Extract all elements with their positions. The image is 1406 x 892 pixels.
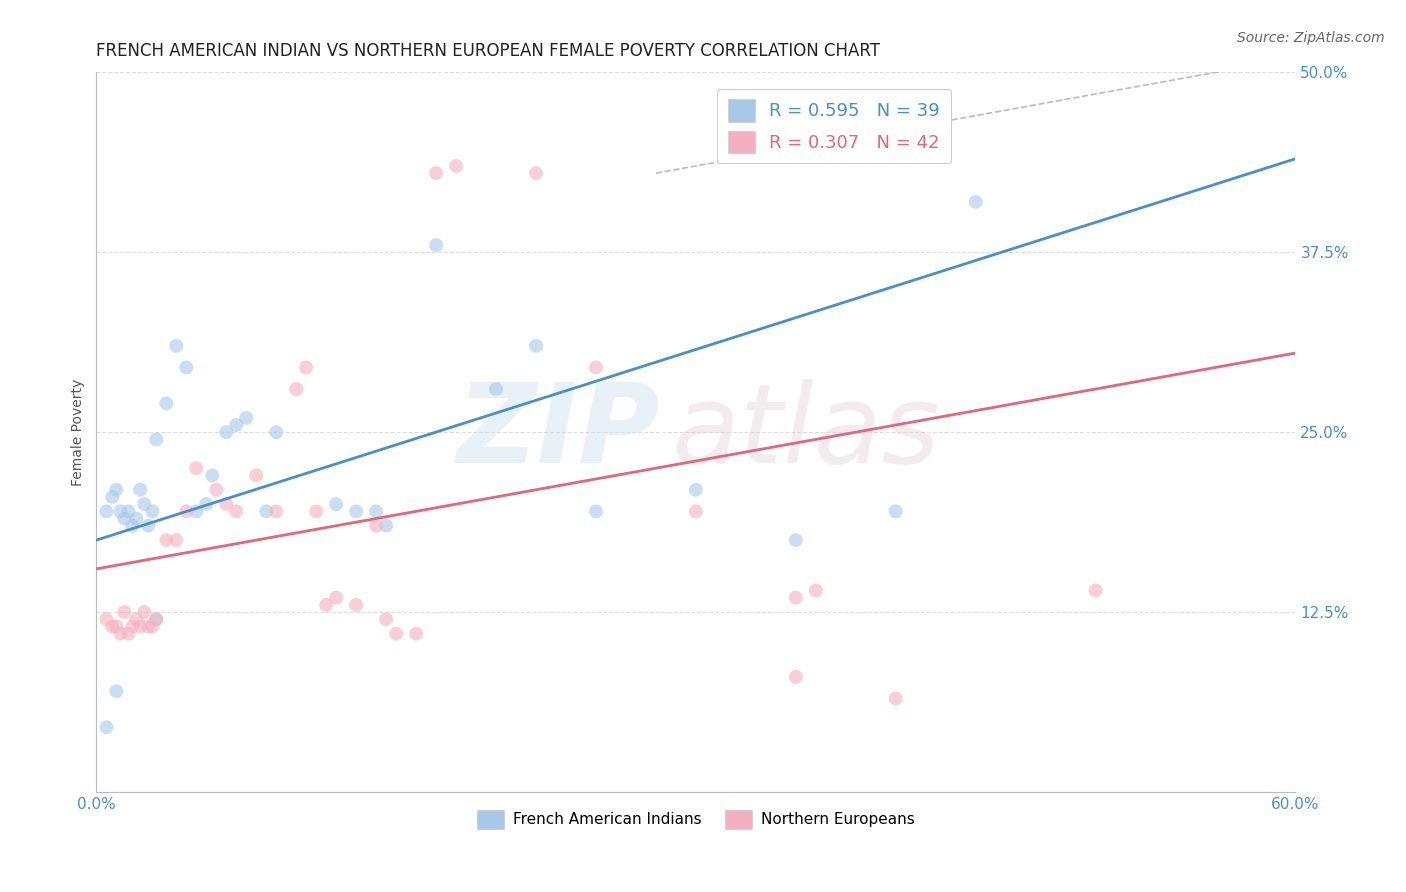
Point [117,626,139,640]
Point [215,425,238,440]
Point [366,504,388,518]
Point [344,504,367,518]
Point [425,166,447,180]
Point [165,533,187,548]
Point [186,461,208,475]
Point [117,504,139,518]
Point [145,612,167,626]
Point [585,360,607,375]
Point [264,425,287,440]
Point [585,504,607,518]
Point [425,238,447,252]
Point [174,504,197,518]
Point [785,670,807,684]
Y-axis label: Female Poverty: Female Poverty [72,378,86,486]
Point [524,339,547,353]
Point [785,533,807,548]
Point [125,612,148,626]
Point [201,468,224,483]
Point [444,159,467,173]
Point [315,598,337,612]
Point [225,504,247,518]
Point [141,504,163,518]
Point [105,684,128,698]
Point [1084,583,1107,598]
Point [121,518,143,533]
Text: ZIP: ZIP [457,379,659,485]
Point [685,504,707,518]
Point [112,605,135,619]
Point [295,360,318,375]
Point [785,591,807,605]
Point [155,533,177,548]
Point [804,583,827,598]
Point [405,626,427,640]
Point [141,619,163,633]
Point [245,468,267,483]
Point [884,504,907,518]
Point [96,612,118,626]
Point [225,417,247,432]
Point [134,605,156,619]
Point [129,483,152,497]
Point [186,504,208,518]
Point [96,504,118,518]
Point [264,504,287,518]
Point [195,497,218,511]
Point [524,166,547,180]
Point [685,483,707,497]
Point [136,619,159,633]
Point [136,518,159,533]
Point [105,483,128,497]
Point [145,612,167,626]
Text: FRENCH AMERICAN INDIAN VS NORTHERN EUROPEAN FEMALE POVERTY CORRELATION CHART: FRENCH AMERICAN INDIAN VS NORTHERN EUROP… [97,42,880,60]
Point [101,619,124,633]
Point [121,619,143,633]
Point [96,720,118,734]
Point [385,626,408,640]
Point [110,504,132,518]
Point [174,360,197,375]
Point [254,504,277,518]
Point [344,598,367,612]
Point [112,511,135,525]
Point [125,511,148,525]
Text: Source: ZipAtlas.com: Source: ZipAtlas.com [1237,31,1385,45]
Point [305,504,328,518]
Point [105,619,128,633]
Point [965,194,987,209]
Point [375,518,398,533]
Point [325,591,347,605]
Point [101,490,124,504]
Point [366,518,388,533]
Point [485,382,508,396]
Point [215,497,238,511]
Point [134,497,156,511]
Point [325,497,347,511]
Point [884,691,907,706]
Point [205,483,228,497]
Point [165,339,187,353]
Point [285,382,308,396]
Legend: French American Indians, Northern Europeans: French American Indians, Northern Europe… [471,804,921,835]
Point [235,410,257,425]
Point [110,626,132,640]
Point [375,612,398,626]
Text: atlas: atlas [672,379,941,485]
Point [145,433,167,447]
Point [155,396,177,410]
Point [129,619,152,633]
